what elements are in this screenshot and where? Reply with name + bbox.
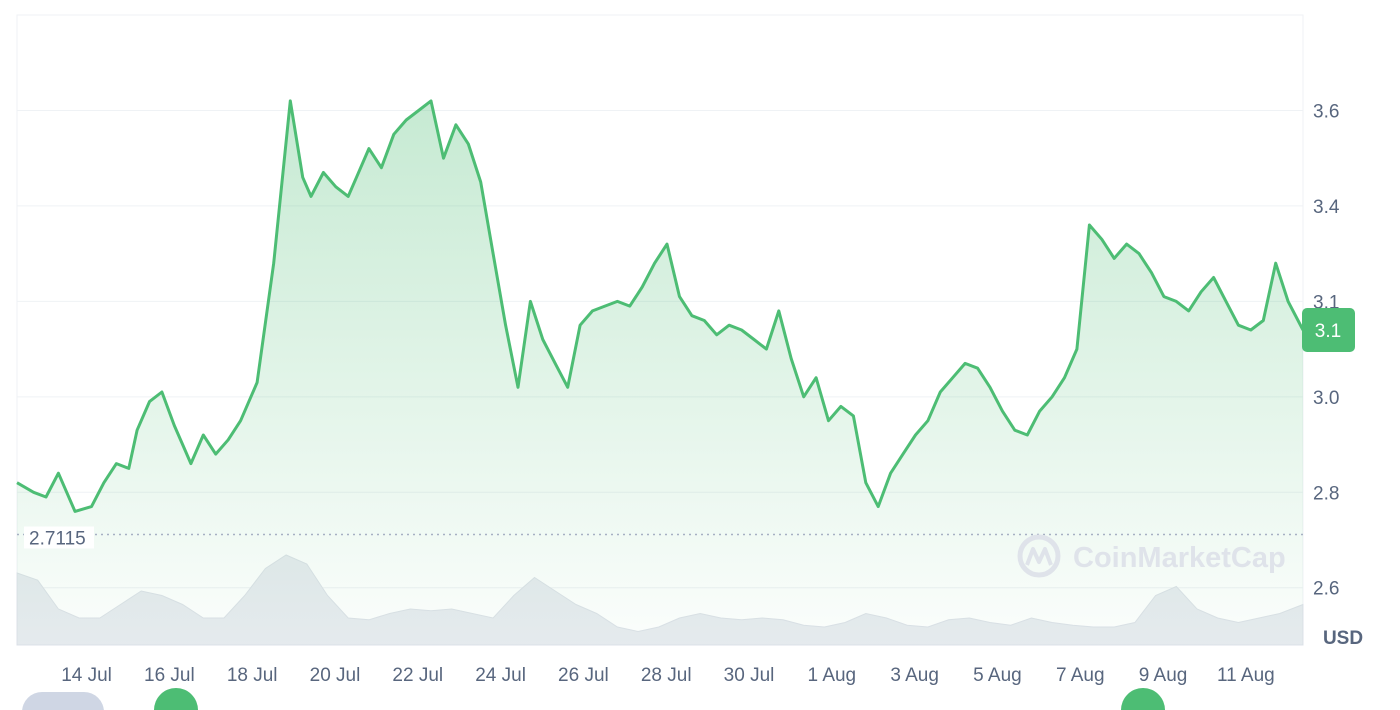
- x-tick-label: 26 Jul: [558, 665, 609, 686]
- current-price-label: 3.1: [1315, 321, 1341, 342]
- currency-unit-label: USD: [1323, 628, 1363, 649]
- price-area-fill: [17, 100, 1303, 645]
- x-tick-label: 16 Jul: [144, 665, 195, 686]
- current-price-layer[interactable]: 3.1: [1302, 308, 1355, 352]
- bottom-left-control[interactable]: [22, 692, 104, 710]
- x-tick-label: 9 Aug: [1139, 665, 1188, 686]
- x-tick-label: 11 Aug: [1217, 665, 1275, 686]
- current-price-badge[interactable]: [1302, 308, 1355, 352]
- x-tick-label: 20 Jul: [310, 665, 361, 686]
- y-axis: 2.6 2.8 3.0 3.1 3.4 3.6: [1313, 101, 1340, 599]
- y-tick-label: 3.6: [1313, 101, 1339, 122]
- opening-price-label: 2.7115: [29, 529, 86, 550]
- coinmarketcap-watermark: CoinMarketCap: [1017, 534, 1286, 578]
- x-tick-label: 28 Jul: [641, 665, 692, 686]
- x-tick-label: 5 Aug: [973, 665, 1022, 686]
- y-tick-label: 2.6: [1313, 579, 1339, 600]
- x-tick-label: 24 Jul: [475, 665, 526, 686]
- y-tick-label: 3.0: [1313, 388, 1339, 409]
- y-tick-label: 2.8: [1313, 483, 1339, 504]
- x-tick-label: 18 Jul: [227, 665, 278, 686]
- event-marker-icon[interactable]: [154, 688, 198, 710]
- x-tick-label: 30 Jul: [724, 665, 775, 686]
- y-tick-label: 3.4: [1313, 197, 1340, 218]
- x-axis: 14 Jul 16 Jul 18 Jul 20 Jul 22 Jul 24 Jul 26 J…: [61, 665, 1275, 686]
- price-area-layer: [16, 99, 1305, 645]
- coinmarketcap-logo-icon: [1017, 534, 1061, 578]
- price-line: [16, 99, 1305, 513]
- event-marker-icon[interactable]: [1121, 688, 1165, 710]
- opening-price-layer: 2.7115: [17, 526, 1303, 550]
- x-tick-label: 1 Aug: [808, 665, 857, 686]
- x-tick-label: 14 Jul: [61, 665, 112, 686]
- x-tick-label: 7 Aug: [1056, 665, 1105, 686]
- opening-price-label-bg: [24, 526, 94, 549]
- x-tick-label: 3 Aug: [890, 665, 939, 686]
- x-tick-label: 22 Jul: [392, 665, 443, 686]
- watermark-text: CoinMarketCap: [1073, 542, 1286, 574]
